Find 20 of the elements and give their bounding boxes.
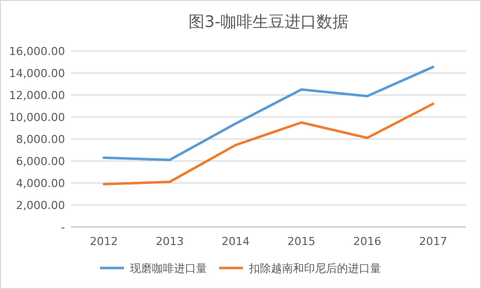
y-tick-label: 16,000.00 <box>9 45 65 58</box>
y-tick-label: 10,000.00 <box>9 111 65 124</box>
line-series <box>102 66 434 162</box>
x-tick-label: 2013 <box>156 235 184 248</box>
x-tick-label: 2015 <box>287 235 316 248</box>
x-tick-label: 2012 <box>90 235 118 248</box>
legend-label: 现磨咖啡进口量 <box>130 262 207 275</box>
y-tick-label: 2,000.00 <box>16 199 65 212</box>
title: 图3-咖啡生豆进口数据 <box>188 12 348 31</box>
y-tick-label: 4,000.00 <box>16 177 65 190</box>
x-tick-label: 2017 <box>419 235 448 248</box>
legend-label: 扣除越南和印尼后的进口量 <box>248 262 381 275</box>
x-tick-label: 2014 <box>222 235 250 248</box>
y-tick-label: - <box>61 221 66 234</box>
x-tick-label: 2016 <box>353 235 382 248</box>
line-series <box>102 102 434 186</box>
y-tick-label: 6,000.00 <box>16 155 65 168</box>
y-tick-label: 12,000.00 <box>9 89 65 102</box>
y-tick-label: 8,000.00 <box>16 133 65 146</box>
y-tick-label: 14,000.00 <box>9 67 65 80</box>
